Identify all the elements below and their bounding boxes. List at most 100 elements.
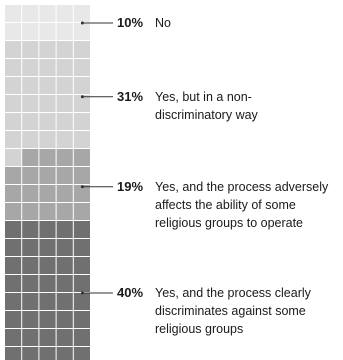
waffle-cell [5,347,22,360]
waffle-cell [56,239,73,256]
waffle-cell [39,41,56,58]
waffle-cell [39,293,56,310]
waffle-cell [22,203,39,220]
waffle-cell [39,347,56,360]
waffle-cell [39,59,56,76]
waffle-cell [56,23,73,40]
waffle-cell [56,347,73,360]
waffle-cell [5,77,22,94]
waffle-cell [56,5,73,22]
waffle-cell [22,347,39,360]
waffle-cell [5,221,22,238]
waffle-cell [73,149,90,166]
waffle-cell [73,95,90,112]
waffle-cell [56,293,73,310]
waffle-cell [56,131,73,148]
waffle-cell [39,239,56,256]
waffle-cell [39,5,56,22]
category-percent: 31% [117,88,144,104]
waffle-cell [56,77,73,94]
waffle-cell [22,275,39,292]
waffle-cell [73,113,90,130]
waffle-cell [73,347,90,360]
waffle-cell [39,95,56,112]
leader-dot [80,95,84,99]
waffle-cell [73,203,90,220]
category-percent: 10% [117,15,144,30]
waffle-cell [22,77,39,94]
waffle-cell [73,329,90,346]
waffle-cell [22,5,39,22]
waffle-cell [5,23,22,40]
waffle-cell [22,221,39,238]
waffle-cell [22,311,39,328]
waffle-cell [5,203,22,220]
waffle-cell [22,41,39,58]
waffle-cell [56,185,73,202]
waffle-cell [73,275,90,292]
waffle-cell [5,113,22,130]
waffle-cell [56,167,73,184]
waffle-cell [22,95,39,112]
waffle-cell [5,239,22,256]
waffle-cell [22,23,39,40]
category-label-non-discriminatory: 31% Yes, but in a non-discriminatory way [117,88,341,124]
leader-dot [80,185,84,189]
waffle-cell [39,77,56,94]
category-label-no: 10% No [117,14,341,32]
waffle-cell [5,257,22,274]
waffle-cell [56,149,73,166]
category-text: Yes, and the process adversely affects t… [155,179,329,230]
waffle-cell [22,59,39,76]
waffle-cell [73,311,90,328]
waffle-cell [56,275,73,292]
waffle-cell [39,275,56,292]
waffle-cell [39,113,56,130]
waffle-cell [73,5,90,22]
waffle-cell [5,167,22,184]
waffle-cell [39,221,56,238]
waffle-cell [22,131,39,148]
waffle-cell [73,59,90,76]
category-percent: 40% [117,285,144,300]
waffle-cell [56,311,73,328]
waffle-cell [56,113,73,130]
waffle-cell [39,257,56,274]
waffle-cell [22,257,39,274]
waffle-cell [5,311,22,328]
waffle-cell [73,221,90,238]
waffle-cell [56,329,73,346]
waffle-cell [5,41,22,58]
waffle-cell [5,95,22,112]
waffle-cell [56,221,73,238]
waffle-cell [5,275,22,292]
waffle-cell [73,257,90,274]
waffle-cell [22,185,39,202]
category-percent: 19% [117,178,144,194]
waffle-cell [73,167,90,184]
waffle-cell [5,59,22,76]
waffle-cell [73,293,90,310]
waffle-cell [22,167,39,184]
waffle-cell [5,5,22,22]
leader-dot [80,21,84,25]
category-text: No [155,16,171,30]
leader-dot [80,291,84,295]
category-label-clearly-discriminates: 40% Yes, and the process clearly discrim… [117,284,341,338]
waffle-cell [22,293,39,310]
waffle-cell [73,131,90,148]
waffle-cell [39,167,56,184]
waffle-cell [22,149,39,166]
waffle-cell [73,23,90,40]
waffle-cell [39,329,56,346]
waffle-cell [22,239,39,256]
waffle-cell [39,203,56,220]
waffle-cell [5,149,22,166]
waffle-cell [39,131,56,148]
waffle-cell [39,149,56,166]
category-text: Yes, and the process clearly discriminat… [155,286,311,336]
category-text: Yes, but in a non-discriminatory way [155,89,258,122]
waffle-cell [56,257,73,274]
waffle-cell [39,311,56,328]
waffle-cell [73,41,90,58]
